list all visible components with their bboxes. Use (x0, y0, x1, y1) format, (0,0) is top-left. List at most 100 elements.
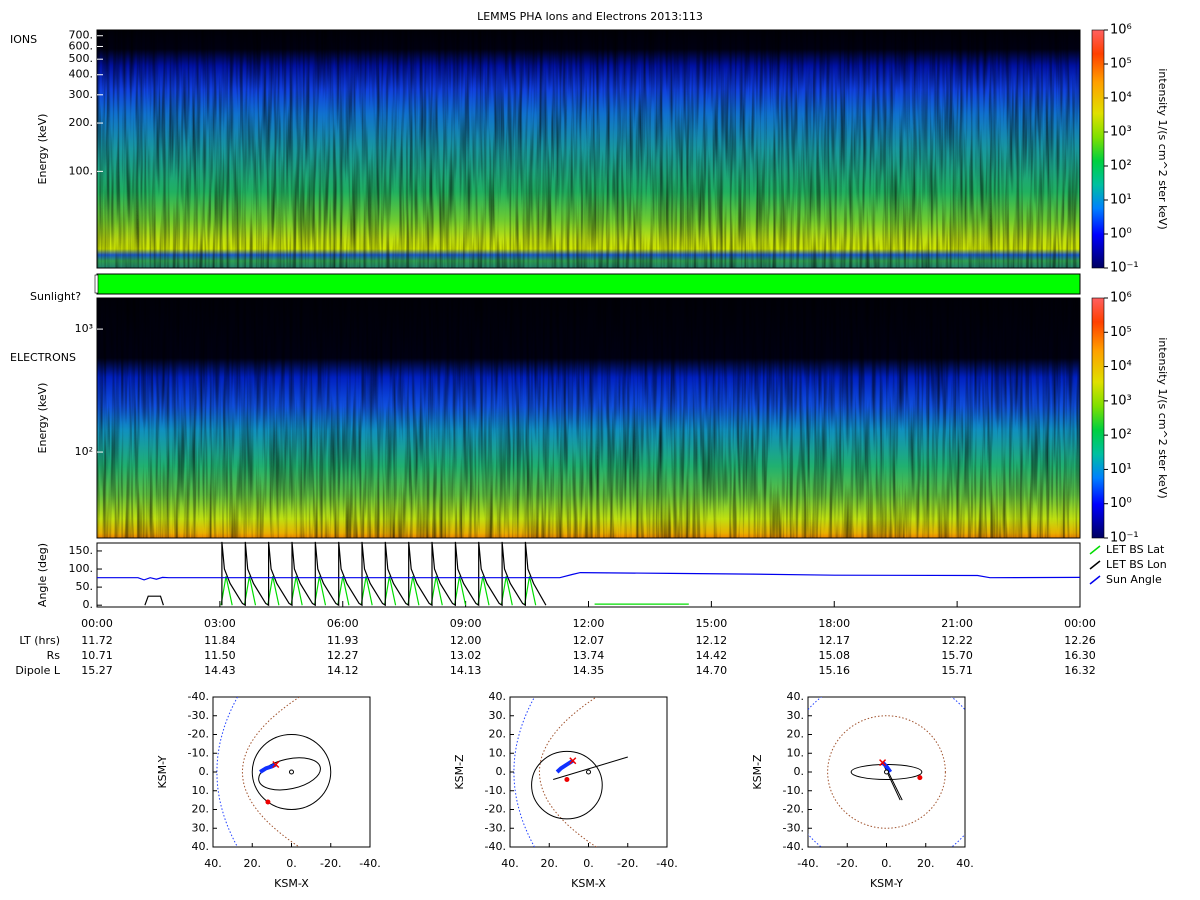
colorbar-tick-label: 10³ (1110, 125, 1132, 140)
x-axis-label: KSM-X (571, 877, 606, 890)
y-tick-label: 40. (489, 690, 507, 703)
y-tick-label: 0. (496, 765, 507, 778)
x-tick-label: 18:00 (818, 617, 850, 630)
colorbar-tick-label: 10⁻¹ (1110, 531, 1139, 546)
ephemeris-value: 14.70 (696, 664, 728, 677)
ephemeris-value: 12.17 (819, 634, 851, 647)
colorbar-tick-label: 10² (1110, 159, 1132, 174)
y-axis-label: Energy (keV) (36, 383, 49, 454)
y-tick-label: 700. (69, 29, 94, 42)
y-tick-label: 400. (69, 68, 94, 81)
series-line (97, 571, 1081, 581)
y-tick-label: -20. (188, 728, 209, 741)
ephemeris-value: 12.07 (573, 634, 605, 647)
colorbar (1091, 29, 1105, 269)
x-tick-label: 06:00 (327, 617, 359, 630)
ephemeris-value: 12.22 (941, 634, 973, 647)
panel-label: IONS (10, 33, 37, 46)
colorbar-label: intensity 1/(s cm^2 ster keV) (1156, 337, 1169, 498)
y-tick-label: -40. (485, 840, 506, 853)
x-tick-label: 0. (583, 857, 594, 870)
x-axis-label: KSM-Y (870, 877, 903, 890)
y-tick-label: 30. (192, 821, 210, 834)
x-tick-label: -40. (797, 857, 818, 870)
colorbar-tick-label: 10⁰ (1110, 227, 1132, 242)
ephemeris-value: 12.00 (450, 634, 482, 647)
ephemeris-value: 11.72 (81, 634, 113, 647)
y-tick-label: 500. (69, 52, 94, 65)
y-tick-label: 10² (75, 445, 93, 458)
y-tick-label: 600. (69, 39, 94, 52)
y-tick-label: -40. (783, 840, 804, 853)
marker-x (879, 759, 887, 767)
y-axis-label: Angle (deg) (36, 543, 49, 607)
y-axis-label: KSM-Y (156, 755, 169, 788)
status-label: Sunlight? (30, 290, 81, 303)
y-tick-label: 100. (69, 164, 94, 177)
magnetopause (827, 715, 946, 829)
panel-frame (96, 29, 1081, 269)
y-tick-label: 20. (787, 728, 805, 741)
x-tick-label: 40. (956, 857, 974, 870)
x-tick-label: -40. (359, 857, 380, 870)
y-tick-label: -10. (783, 784, 804, 797)
ephemeris-label: LT (hrs) (19, 634, 60, 647)
legend-label: Sun Angle (1106, 573, 1162, 586)
orbit-plot (808, 697, 965, 847)
colorbar-tick-label: 10⁰ (1110, 496, 1132, 511)
x-tick-label: 00:00 (81, 617, 113, 630)
ephemeris-value: 16.30 (1064, 649, 1096, 662)
y-tick-label: 10. (787, 746, 805, 759)
colorbar-tick-label: 10⁴ (1110, 359, 1132, 374)
ephemeris-value: 11.93 (327, 634, 359, 647)
colorbar-tick-label: 10¹ (1110, 462, 1132, 477)
y-tick-label: 10³ (75, 322, 93, 335)
x-tick-label: 21:00 (941, 617, 973, 630)
ephemeris-value: 14.12 (327, 664, 359, 677)
y-tick-label: -10. (188, 746, 209, 759)
ephemeris-value: 16.32 (1064, 664, 1096, 677)
reference-circle (251, 734, 332, 810)
y-tick-label: 50. (76, 580, 94, 593)
ephemeris-value: 12.27 (327, 649, 359, 662)
colorbar-tick-label: 10⁻¹ (1110, 261, 1139, 276)
marker-dot (265, 799, 271, 805)
x-tick-label: 40. (501, 857, 519, 870)
orbit-path-line (882, 762, 901, 801)
orbit-plot (216, 697, 332, 847)
x-tick-label: 20. (917, 857, 935, 870)
ephemeris-value: 14.13 (450, 664, 482, 677)
x-tick-label: 0. (286, 857, 297, 870)
planet (884, 769, 889, 775)
planet (289, 769, 294, 775)
colorbar-tick-label: 10¹ (1110, 193, 1132, 208)
y-tick-label: 100. (69, 562, 94, 575)
orbit-path (258, 757, 321, 791)
x-tick-label: 12:00 (573, 617, 605, 630)
y-tick-label: -30. (783, 821, 804, 834)
spectrogram-texture (97, 30, 1080, 268)
ephemeris-value: 15.27 (81, 664, 113, 677)
planet (586, 769, 591, 775)
y-tick-label: -20. (783, 803, 804, 816)
legend-swatch (1089, 560, 1101, 570)
colorbar-tick-label: 10⁶ (1110, 291, 1132, 306)
colorbar-tick-label: 10² (1110, 428, 1132, 443)
y-axis-label: Energy (keV) (36, 114, 49, 185)
marker-x (569, 757, 577, 765)
colorbar-tick-label: 10⁶ (1110, 23, 1132, 38)
ephemeris-value: 10.71 (81, 649, 113, 662)
x-tick-label: 00:00 (1064, 617, 1096, 630)
x-axis-label: KSM-X (274, 877, 309, 890)
y-tick-label: 40. (192, 840, 210, 853)
ephemeris-value: 12.26 (1064, 634, 1096, 647)
ephemeris-value: 14.43 (204, 664, 236, 677)
x-tick-label: 20. (244, 857, 262, 870)
colorbar-tick-label: 10⁴ (1110, 91, 1132, 106)
y-tick-label: 40. (787, 690, 805, 703)
ephemeris-value: 15.16 (819, 664, 851, 677)
y-tick-label: 30. (787, 709, 805, 722)
series-line (220, 576, 689, 606)
